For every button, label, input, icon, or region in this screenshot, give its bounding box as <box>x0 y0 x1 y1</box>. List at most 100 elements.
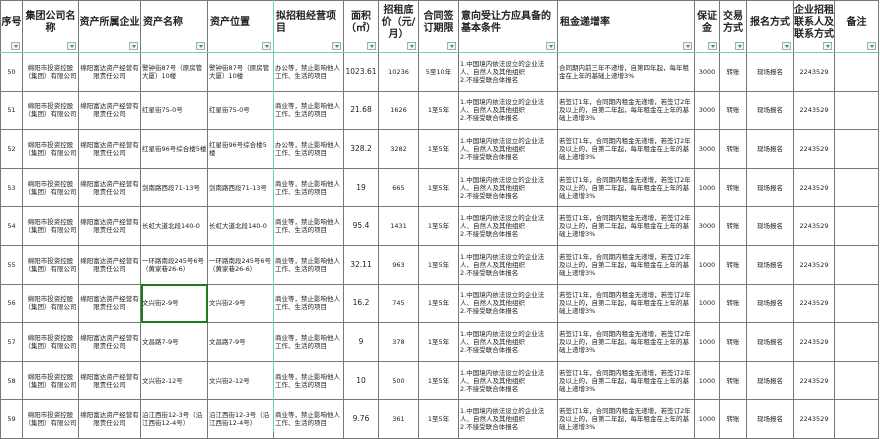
cell-note[interactable] <box>834 129 879 169</box>
cell-price[interactable]: 963 <box>378 244 419 285</box>
cell-deposit[interactable]: 1000 <box>694 244 720 285</box>
cell-location[interactable]: 警钟街87号（原房管大厦）10楼 <box>207 52 274 92</box>
cell-location[interactable]: 文兴街2-12号 <box>207 360 274 401</box>
filter-dropdown-icon[interactable] <box>262 42 271 50</box>
column-header[interactable]: 报名方式 <box>746 0 794 53</box>
cell-location[interactable]: 红星街96号综合楼5楼 <box>207 129 274 169</box>
cell-owner[interactable]: 绵阳富达资产经营有限责任公司 <box>78 167 141 208</box>
cell-name[interactable]: 文兴街2-12号 <box>140 360 208 401</box>
cell-name[interactable]: 沿江西街12-3号（沿江西街12-4号） <box>140 399 208 439</box>
cell-owner[interactable]: 绵阳富达资产经营有限责任公司 <box>78 129 141 169</box>
cell-note[interactable] <box>834 167 879 208</box>
cell-rate[interactable]: 若签订1年，合同期内租金无递增，若签订2年及以上的，自第二年起，每年租金在上年的… <box>557 399 695 439</box>
cell-use[interactable]: 办公等，禁止影响他人工作、生活的项目 <box>273 129 344 169</box>
cell-area[interactable]: 21.68 <box>343 90 379 131</box>
cell-name[interactable]: 警钟街87号（原房管大厦）10楼 <box>140 52 208 92</box>
cell-deposit[interactable]: 1000 <box>694 283 720 324</box>
column-header[interactable]: 面积（㎡） <box>343 0 379 53</box>
cell-rate[interactable]: 若签订1年，合同期内租金无递增，若签订2年及以上的，自第二年起，每年租金在上年的… <box>557 360 695 401</box>
cell-deposit[interactable]: 3000 <box>694 206 720 246</box>
cell-no[interactable]: 51 <box>0 90 23 131</box>
column-header[interactable]: 保证金 <box>694 0 720 53</box>
cell-note[interactable] <box>834 322 879 362</box>
cell-no[interactable]: 55 <box>0 244 23 285</box>
filter-dropdown-icon[interactable] <box>11 42 20 50</box>
column-header[interactable]: 意向受让方应具备的基本条件 <box>458 0 558 53</box>
cell-owner[interactable]: 绵阳富达资产经营有限责任公司 <box>78 52 141 92</box>
cell-term[interactable]: 1至5年 <box>418 129 459 169</box>
cell-area[interactable]: 9.76 <box>343 399 379 439</box>
cell-cond[interactable]: 1.中国境内依法设立的企业法人、自然人及其他组织 2.不接受联合体报名 <box>458 360 558 401</box>
cell-signup[interactable]: 现场报名 <box>746 360 794 401</box>
cell-note[interactable] <box>834 206 879 246</box>
cell-no[interactable]: 59 <box>0 399 23 439</box>
cell-trade[interactable]: 转账 <box>719 90 747 131</box>
cell-price[interactable]: 500 <box>378 360 419 401</box>
cell-contact[interactable]: 2243529 <box>793 206 835 246</box>
cell-area[interactable]: 10 <box>343 360 379 401</box>
cell-note[interactable] <box>834 360 879 401</box>
cell-use[interactable]: 商业等，禁止影响他人工作、生活的项目 <box>273 90 344 131</box>
cell-no[interactable]: 52 <box>0 129 23 169</box>
cell-deposit[interactable]: 1000 <box>694 167 720 208</box>
cell-signup[interactable]: 现场报名 <box>746 167 794 208</box>
cell-trade[interactable]: 转账 <box>719 206 747 246</box>
column-header[interactable]: 拟招租经营项目 <box>273 0 344 53</box>
cell-cond[interactable]: 1.中国境内依法设立的企业法人、自然人及其他组织 2.不接受联合体报名 <box>458 244 558 285</box>
cell-group[interactable]: 绵阳市投资控股（集团）有限公司 <box>22 244 79 285</box>
cell-rate[interactable]: 若签订1年，合同期内租金无递增，若签订2年及以上的，自第二年起，每年租金在上年的… <box>557 167 695 208</box>
cell-signup[interactable]: 现场报名 <box>746 90 794 131</box>
cell-owner[interactable]: 绵阳富达资产经营有限责任公司 <box>78 399 141 439</box>
cell-owner[interactable]: 绵阳富达资产经营有限责任公司 <box>78 283 141 324</box>
cell-use[interactable]: 商业等，禁止影响他人工作、生活的项目 <box>273 167 344 208</box>
cell-group[interactable]: 绵阳市投资控股（集团）有限公司 <box>22 399 79 439</box>
column-header[interactable]: 备注 <box>834 0 879 53</box>
cell-deposit[interactable]: 3000 <box>694 129 720 169</box>
cell-use[interactable]: 办公等，禁止影响他人工作、生活的项目 <box>273 52 344 92</box>
cell-trade[interactable]: 转账 <box>719 360 747 401</box>
cell-deposit[interactable]: 3000 <box>694 90 720 131</box>
cell-term[interactable]: 1至5年 <box>418 206 459 246</box>
cell-group[interactable]: 绵阳市投资控股（集团）有限公司 <box>22 360 79 401</box>
cell-contact[interactable]: 2243529 <box>793 360 835 401</box>
cell-note[interactable] <box>834 244 879 285</box>
cell-rate[interactable]: 若签订1年，合同期内租金无递增，若签订2年及以上的，自第二年起，每年租金在上年的… <box>557 322 695 362</box>
cell-contact[interactable]: 2243529 <box>793 283 835 324</box>
cell-area[interactable]: 16.2 <box>343 283 379 324</box>
column-header[interactable]: 招租底价（元/月） <box>378 0 419 53</box>
cell-price[interactable]: 361 <box>378 399 419 439</box>
cell-name[interactable]: 红星街75-0号 <box>140 90 208 131</box>
cell-use[interactable]: 商业等，禁止影响他人工作、生活的项目 <box>273 322 344 362</box>
cell-trade[interactable]: 转账 <box>719 399 747 439</box>
column-header[interactable]: 资产名称 <box>140 0 208 53</box>
cell-note[interactable] <box>834 283 879 324</box>
cell-contact[interactable]: 2243529 <box>793 399 835 439</box>
filter-dropdown-icon[interactable] <box>735 42 744 50</box>
cell-deposit[interactable]: 1000 <box>694 360 720 401</box>
cell-rate[interactable]: 若签订1年，合同期内租金无递增，若签订2年及以上的，自第二年起，每年租金在上年的… <box>557 283 695 324</box>
column-header[interactable]: 序号 <box>0 0 23 53</box>
cell-group[interactable]: 绵阳市投资控股（集团）有限公司 <box>22 283 79 324</box>
cell-price[interactable]: 10236 <box>378 52 419 92</box>
cell-note[interactable] <box>834 90 879 131</box>
cell-group[interactable]: 绵阳市投资控股（集团）有限公司 <box>22 206 79 246</box>
cell-signup[interactable]: 现场报名 <box>746 206 794 246</box>
cell-area[interactable]: 1023.61 <box>343 52 379 92</box>
cell-price[interactable]: 3282 <box>378 129 419 169</box>
cell-use[interactable]: 商业等，禁止影响他人工作、生活的项目 <box>273 283 344 324</box>
filter-dropdown-icon[interactable] <box>196 42 205 50</box>
cell-owner[interactable]: 绵阳富达资产经营有限责任公司 <box>78 322 141 362</box>
filter-dropdown-icon[interactable] <box>683 42 692 50</box>
cell-trade[interactable]: 转账 <box>719 322 747 362</box>
cell-area[interactable]: 328.2 <box>343 129 379 169</box>
cell-location[interactable]: 长虹大道北段140-0 <box>207 206 274 246</box>
cell-location[interactable]: 一环路南段245号6号（黄家巷26-6） <box>207 244 274 285</box>
cell-term[interactable]: 1至5年 <box>418 244 459 285</box>
cell-price[interactable]: 665 <box>378 167 419 208</box>
cell-trade[interactable]: 转账 <box>719 129 747 169</box>
cell-price[interactable]: 1431 <box>378 206 419 246</box>
cell-location[interactable]: 红星街75-0号 <box>207 90 274 131</box>
cell-owner[interactable]: 绵阳富达资产经营有限责任公司 <box>78 206 141 246</box>
cell-group[interactable]: 绵阳市投资控股（集团）有限公司 <box>22 90 79 131</box>
cell-name[interactable]: 剑南路西段71-13号 <box>140 167 208 208</box>
